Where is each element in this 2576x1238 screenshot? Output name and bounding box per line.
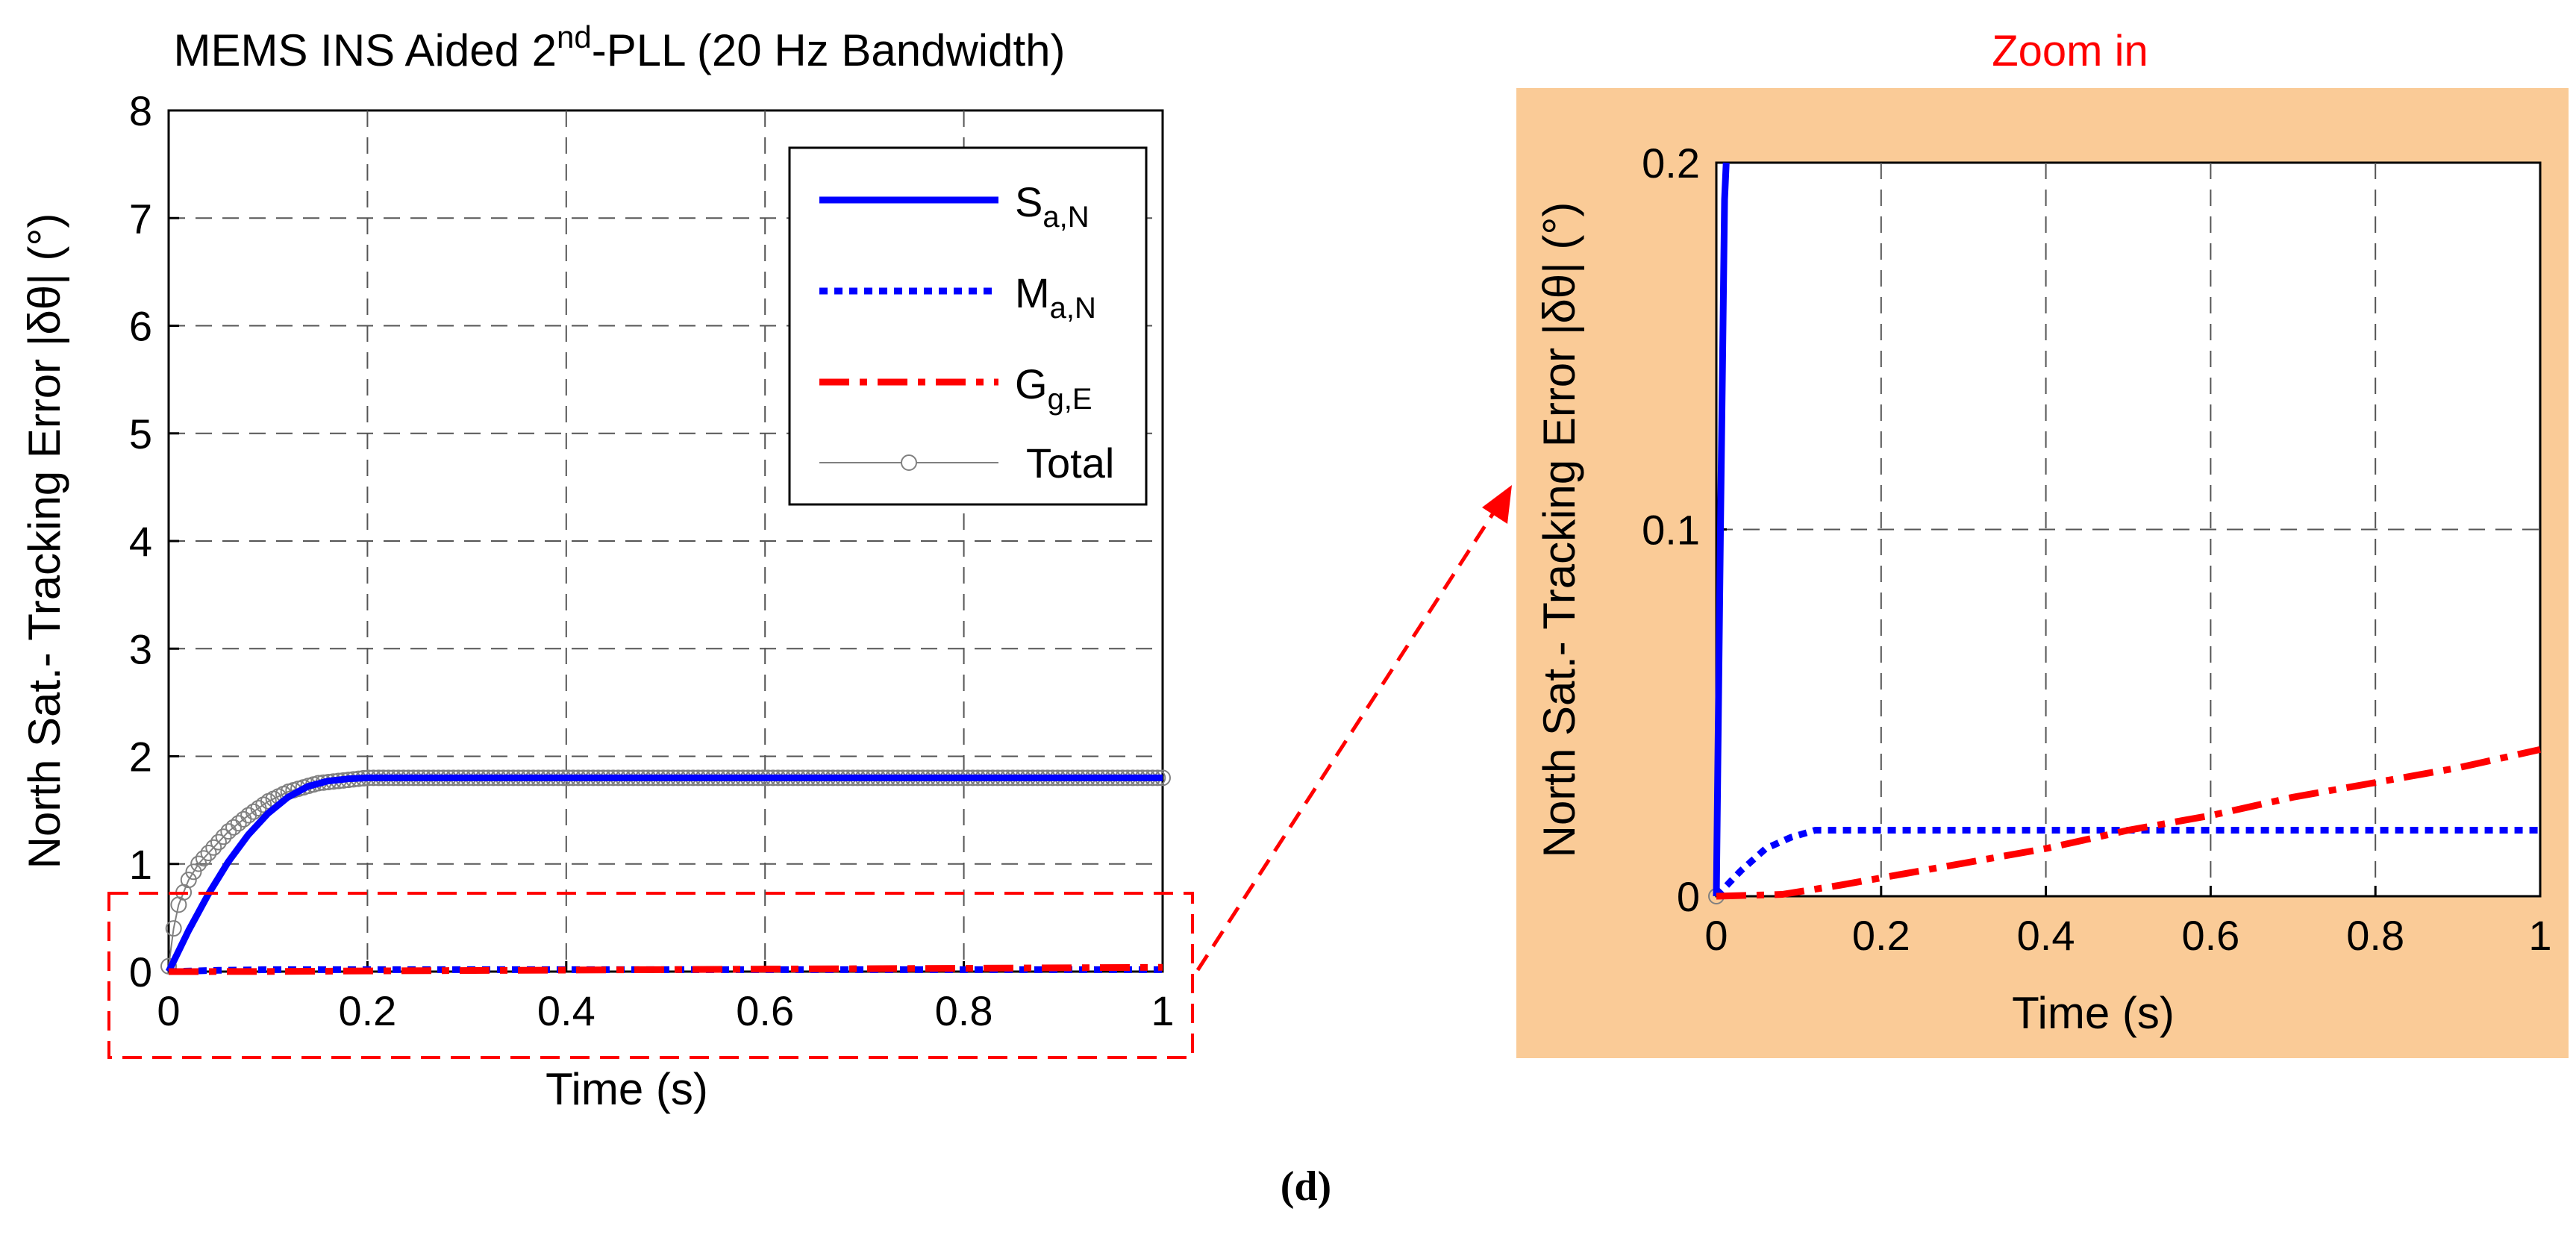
main-ylabel: North Sat.- Tracking Error |δθ| (°) bbox=[19, 213, 69, 869]
main-total-marker bbox=[160, 957, 177, 975]
zoom-ytick-label: 0.2 bbox=[1642, 140, 1700, 187]
main-total-marker bbox=[230, 815, 247, 832]
zoom-xtick-label: 0.8 bbox=[2346, 912, 2404, 959]
zoom-xlabel: Time (s) bbox=[2012, 988, 2175, 1038]
main-ytick-label: 7 bbox=[129, 195, 152, 242]
main-ytick-label: 8 bbox=[129, 87, 152, 134]
zoom-label: Zoom in bbox=[1992, 27, 2148, 75]
main-chart-title: MEMS INS Aided 2nd-PLL (20 Hz Bandwidth) bbox=[173, 19, 1065, 75]
zoom-ytick-label: 0.1 bbox=[1642, 507, 1700, 554]
zoom-xtick-label: 0 bbox=[1704, 912, 1728, 959]
legend-label-total: Total bbox=[1026, 440, 1114, 487]
main-series-san bbox=[165, 774, 1163, 973]
main-xtick-label: 0 bbox=[157, 987, 180, 1034]
main-chart: MEMS INS Aided 2nd-PLL (20 Hz Bandwidth)… bbox=[19, 19, 1194, 1114]
main-ticks: 0 0.2 0.4 0.6 0.8 1 0 1 2 3 4 5 6 7 8 bbox=[129, 87, 1175, 1034]
legend-label-s: Sa,N bbox=[1015, 178, 1090, 234]
main-ytick-label: 4 bbox=[129, 518, 152, 565]
main-ytick-label: 1 bbox=[129, 841, 152, 888]
main-xtick-label: 0.4 bbox=[537, 987, 595, 1034]
main-total-marker bbox=[195, 850, 212, 867]
main-ytick-label: 0 bbox=[129, 948, 152, 995]
legend-swatch-total-marker bbox=[901, 454, 917, 471]
main-total-marker bbox=[190, 855, 207, 872]
zoom-ylabel: North Sat.- Tracking Error |δθ| (°) bbox=[1534, 202, 1584, 858]
zoom-series-gge bbox=[1716, 746, 2541, 900]
main-total-marker bbox=[220, 823, 237, 840]
zoom-grid bbox=[1716, 163, 2540, 896]
main-xtick-label: 0.6 bbox=[736, 987, 794, 1034]
zoom-series bbox=[1708, 162, 2541, 904]
legend-label-m: Ma,N bbox=[1015, 269, 1096, 325]
main-xtick-label: 0.2 bbox=[338, 987, 396, 1034]
legend-label-g: Gg,E bbox=[1015, 360, 1092, 416]
zoom-arrow bbox=[1195, 485, 1512, 972]
main-series-man bbox=[168, 966, 1163, 975]
zoom-xtick-label: 0.2 bbox=[1852, 912, 1910, 959]
main-ytick-label: 5 bbox=[129, 410, 152, 457]
zoom-chart: Zoom in 0 0.2 0.4 0.6 0.8 1 0 0.1 0.2 Time (s) N… bbox=[1516, 27, 2569, 1058]
main-total-marker bbox=[205, 839, 222, 856]
main-ytick-label: 3 bbox=[129, 625, 152, 672]
legend-box bbox=[788, 146, 1148, 506]
main-xtick-label: 0.8 bbox=[935, 987, 993, 1034]
highlight-box bbox=[107, 892, 1194, 1059]
zoom-xtick-label: 1 bbox=[2528, 912, 2551, 959]
main-legend: Sa,N Ma,N Gg,E Total bbox=[788, 146, 1148, 506]
main-total-marker bbox=[165, 920, 182, 937]
main-total-marker bbox=[215, 828, 232, 845]
main-grid bbox=[169, 110, 1163, 972]
main-total-marker bbox=[210, 834, 227, 851]
main-total-marker bbox=[200, 845, 217, 862]
main-total-marker bbox=[180, 872, 197, 889]
zoom-xtick-label: 0.4 bbox=[2017, 912, 2075, 959]
main-xtick-label: 1 bbox=[1151, 987, 1174, 1034]
main-total-marker bbox=[225, 819, 243, 836]
zoom-xtick-label: 0.6 bbox=[2181, 912, 2239, 959]
main-series-gge bbox=[168, 963, 1163, 975]
zoom-series-san bbox=[1713, 162, 1730, 897]
main-xlabel: Time (s) bbox=[545, 1064, 708, 1114]
main-ytick-label: 6 bbox=[129, 303, 152, 350]
main-ytick-label: 2 bbox=[129, 734, 152, 781]
main-total-marker bbox=[185, 863, 202, 881]
zoom-ytick-label: 0 bbox=[1677, 873, 1700, 920]
zoom-series-man bbox=[1713, 827, 2540, 899]
zoom-ticks: 0 0.2 0.4 0.6 0.8 1 0 0.1 0.2 bbox=[1642, 140, 2551, 959]
figure-caption: (d) bbox=[1281, 1163, 1331, 1210]
main-series bbox=[160, 769, 1171, 975]
main-total-marker bbox=[255, 796, 272, 813]
